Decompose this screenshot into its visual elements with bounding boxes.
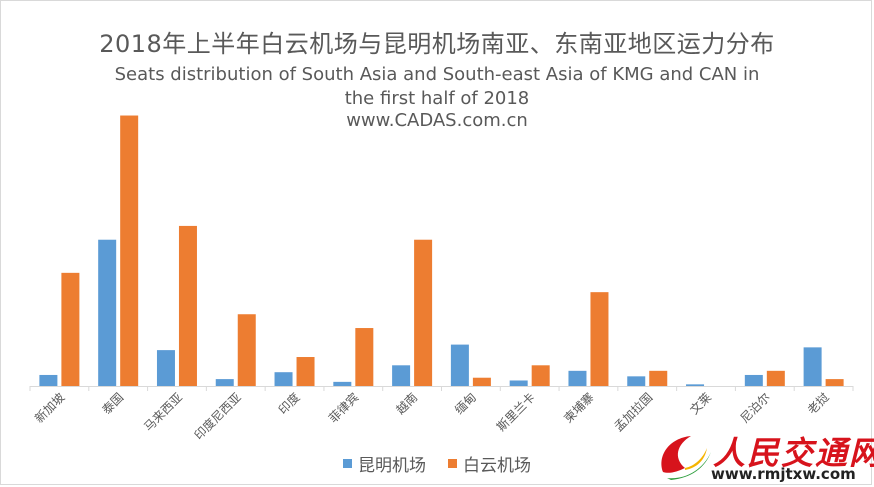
bar-can-8 (531, 365, 550, 386)
legend-label-kmg: 昆明机场 (358, 456, 426, 476)
swoosh-logo-icon (661, 436, 711, 480)
bar-kmg-11 (686, 384, 705, 386)
x-tick-label-4: 印度 (275, 390, 303, 418)
x-tick-label-3: 印度尼西亚 (191, 390, 244, 443)
chart-title: 2018年上半年白云机场与昆明机场南亚、东南亚地区运力分布 (99, 30, 775, 58)
legend-label-can: 白云机场 (463, 456, 531, 476)
bar-kmg-12 (744, 374, 763, 386)
x-tick-label-7: 缅甸 (452, 390, 479, 417)
x-tick-label-13: 老挝 (805, 390, 832, 417)
bar-can-3 (237, 314, 256, 386)
bar-can-7 (472, 377, 491, 386)
chart-legend: 昆明机场 白云机场 (0, 451, 874, 476)
watermark-logo-text: 人民交通网 (713, 434, 874, 472)
chart-subtitle-line-2: the first half of 2018 (344, 88, 530, 109)
bar-kmg-10 (627, 376, 646, 386)
bar-kmg-8 (509, 380, 528, 386)
bar-kmg-0 (39, 374, 58, 386)
x-tick-label-2: 马来西亚 (141, 390, 185, 434)
x-tick-label-9: 柬埔寨 (561, 390, 597, 426)
x-tick-label-1: 泰国 (99, 390, 126, 417)
x-tick-label-11: 文莱 (687, 390, 715, 418)
bar-can-12 (766, 370, 785, 386)
x-tick-label-0: 新加坡 (31, 390, 67, 426)
x-tick-label-12: 尼泊尔 (737, 390, 773, 426)
watermark-url: www.rmjtxw.com (711, 465, 856, 483)
legend-swatch-kmg (343, 459, 352, 468)
x-tick-label-8: 斯里兰卡 (494, 390, 538, 434)
bar-can-10 (649, 370, 668, 386)
bar-kmg-4 (274, 372, 293, 386)
bar-can-6 (414, 239, 433, 386)
bar-can-0 (61, 272, 80, 386)
legend-item-can: 白云机场 (448, 451, 531, 476)
bar-can-2 (178, 225, 197, 386)
bar-can-4 (296, 357, 315, 386)
x-tick-label-5: 菲律宾 (325, 390, 361, 426)
bar-can-1 (120, 115, 139, 387)
bar-kmg-3 (215, 379, 234, 386)
watermark-logo: 人民交通网 www.rmjtxw.com (655, 428, 874, 486)
chart-subtitle-line-1: Seats distribution of South Asia and Sou… (114, 64, 760, 85)
x-tick-label-6: 越南 (393, 390, 421, 418)
bar-can-5 (355, 328, 374, 386)
bar-kmg-9 (568, 370, 587, 386)
bar-can-13 (825, 379, 844, 386)
bar-kmg-1 (98, 239, 117, 386)
bar-kmg-2 (156, 350, 175, 386)
bar-kmg-5 (333, 381, 352, 386)
bar-can-9 (590, 292, 609, 386)
x-tick-label-10: 孟加拉国 (611, 390, 656, 435)
legend-item-kmg: 昆明机场 (343, 451, 426, 476)
bar-kmg-6 (392, 365, 411, 386)
legend-swatch-can (448, 459, 457, 468)
bar-kmg-7 (450, 344, 469, 386)
bar-kmg-13 (803, 347, 822, 386)
chart-subtitle-line-3: www.CADAS.com.cn (346, 110, 528, 131)
